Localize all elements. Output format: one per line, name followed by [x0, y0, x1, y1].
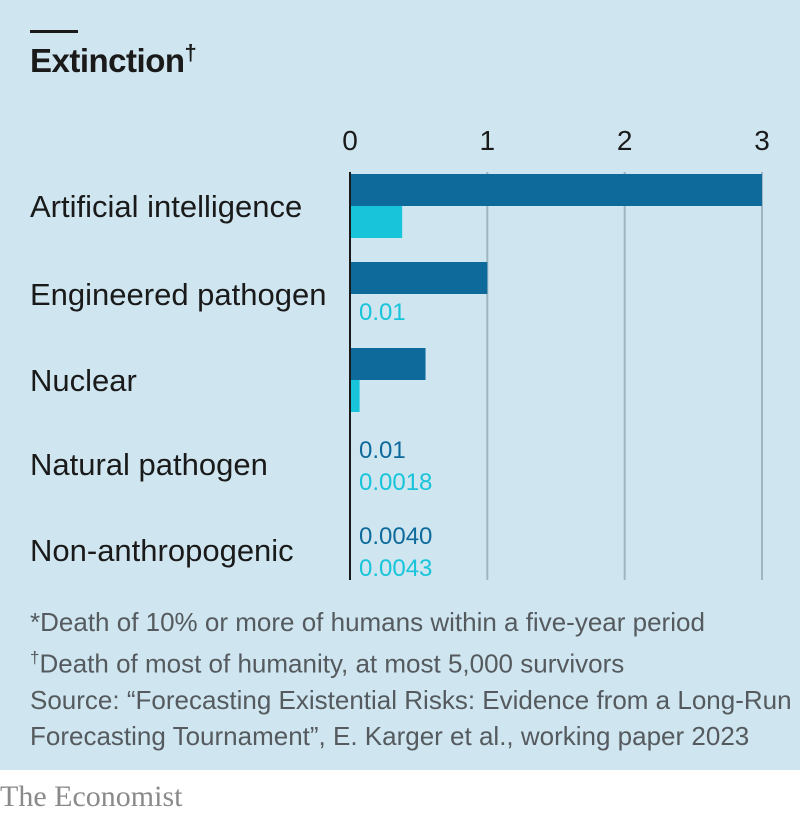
- data-label: 0.0018: [359, 469, 432, 496]
- chart-title: Extinction†: [30, 40, 197, 79]
- publisher-logo: The Economist: [0, 780, 183, 813]
- source-line-1: Source: “Forecasting Existential Risks: …: [30, 684, 792, 715]
- category-label: Engineered pathogen: [30, 277, 326, 312]
- bar: [350, 262, 488, 294]
- bar-chart: 0 1 2 3 0.01 0.0040 0.01 0.0018 0.0043 Artificial…: [30, 125, 770, 582]
- bar: [350, 174, 762, 206]
- data-label: 0.0043: [359, 555, 432, 582]
- x-tick-label: 2: [617, 125, 633, 156]
- data-label: 0.01: [359, 437, 406, 464]
- category-label: Nuclear: [30, 363, 137, 398]
- category-label: Artificial intelligence: [30, 189, 302, 224]
- category-label: Non-anthropogenic: [30, 533, 294, 568]
- x-tick-label: 3: [754, 125, 770, 156]
- x-tick-label: 1: [480, 125, 496, 156]
- x-tick-label: 0: [342, 125, 358, 156]
- category-label: Natural pathogen: [30, 447, 268, 482]
- chart-panel: [0, 0, 800, 770]
- footnote-1: *Death of 10% or more of humans within a…: [30, 607, 705, 637]
- data-label: 0.01: [359, 299, 406, 326]
- bar: [350, 206, 403, 238]
- bar: [350, 380, 360, 412]
- footnote-2: †Death of most of humanity, at most 5,00…: [30, 648, 625, 679]
- notes: *Death of 10% or more of humans within a…: [30, 604, 792, 754]
- source-line-2: Forecasting Tournament”, E. Karger et al…: [30, 720, 750, 751]
- bar: [350, 348, 426, 380]
- title-rule: [30, 30, 78, 33]
- data-label: 0.0040: [359, 523, 432, 550]
